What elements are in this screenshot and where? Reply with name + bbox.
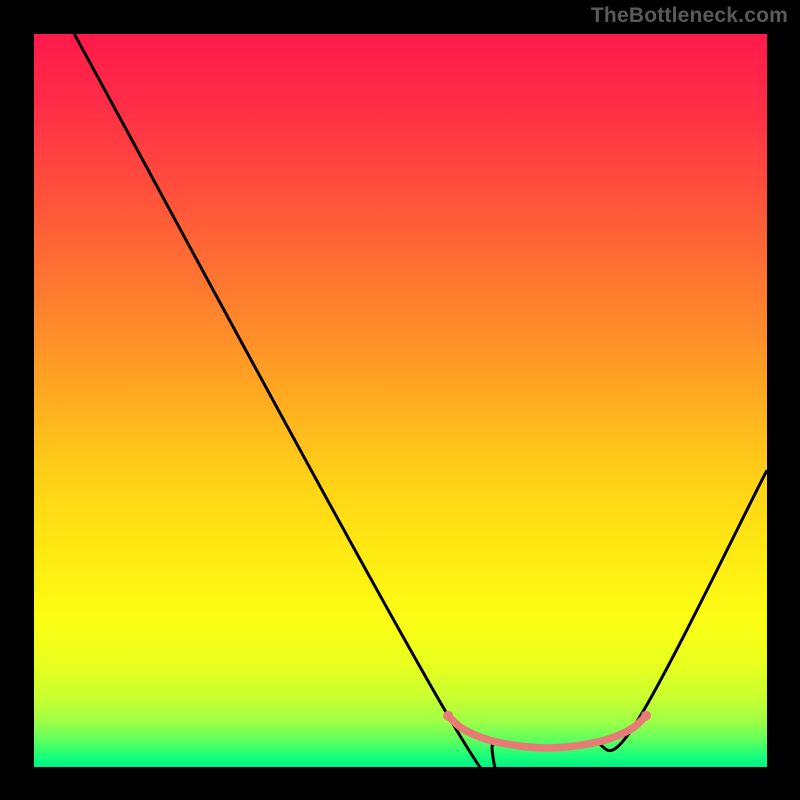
optimal-range-end-dot bbox=[641, 711, 651, 721]
plot-background bbox=[34, 34, 767, 767]
figure-root: { "watermark": { "text": "TheBottleneck.… bbox=[0, 0, 800, 800]
optimal-range-start-dot bbox=[443, 711, 453, 721]
bottleneck-chart bbox=[0, 0, 800, 800]
watermark-text: TheBottleneck.com bbox=[591, 4, 788, 28]
